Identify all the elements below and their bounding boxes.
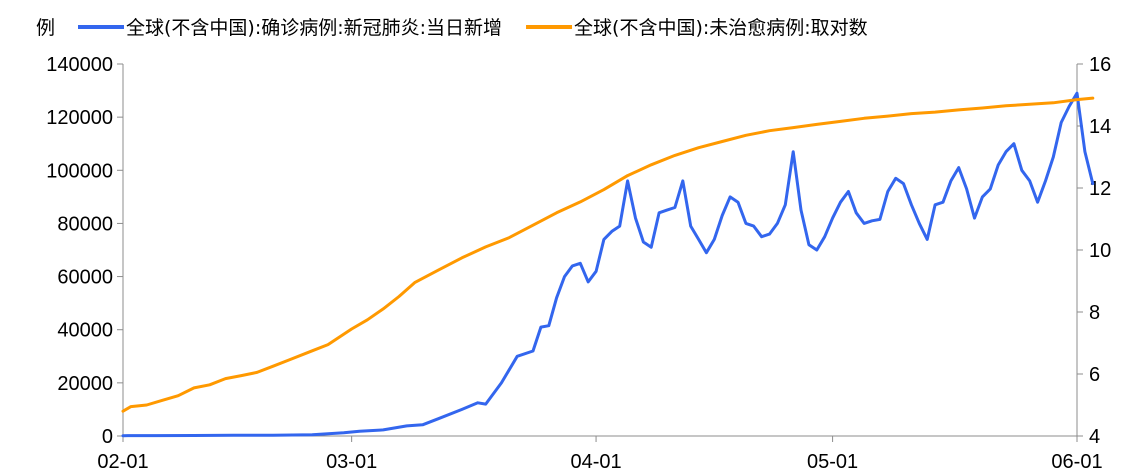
x-tick-label: 06-01: [1051, 451, 1102, 473]
y-left-tick-label: 40000: [57, 320, 113, 342]
y-right-tick-label: 16: [1089, 54, 1111, 76]
y-right-tick-label: 12: [1089, 178, 1111, 200]
y-left-tick-label: 0: [102, 426, 113, 448]
y-left-tick-label: 80000: [57, 213, 113, 235]
y-left-tick-label: 120000: [46, 107, 113, 129]
x-tick-label: 03-01: [326, 451, 377, 473]
series-line-right: [121, 96, 1095, 413]
y-left-tick-label: 140000: [46, 54, 113, 76]
series-line-left: [121, 91, 1095, 438]
series-layer: [121, 91, 1095, 438]
legend: 例 全球(不含中国):确诊病例:新冠肺炎:当日新增 全球(不含中国):未治愈病例:取…: [36, 17, 868, 39]
y-right-tick-label: 6: [1089, 364, 1100, 386]
y-right-tick-label: 4: [1089, 426, 1100, 448]
x-tick-label: 02-01: [97, 451, 148, 473]
y-right-tick-label: 14: [1089, 116, 1111, 138]
x-tick-label: 05-01: [807, 451, 858, 473]
y-right-tick-label: 10: [1089, 240, 1111, 262]
y-left-tick-label: 100000: [46, 160, 113, 182]
axes-layer: 0 20000 40000 60000 80000 100000 120000 140000 4…: [46, 54, 1111, 473]
y-left-tick-label: 20000: [57, 373, 113, 395]
left-axis-unit-label: 例: [36, 17, 55, 39]
legend-label-1: 全球(不含中国):确诊病例:新冠肺炎:当日新增: [126, 17, 502, 39]
x-tick-label: 04-01: [570, 451, 621, 473]
y-right-tick-label: 8: [1089, 302, 1100, 324]
y-left-tick-label: 60000: [57, 267, 113, 289]
legend-label-2: 全球(不含中国):未治愈病例:取对数: [574, 17, 868, 39]
